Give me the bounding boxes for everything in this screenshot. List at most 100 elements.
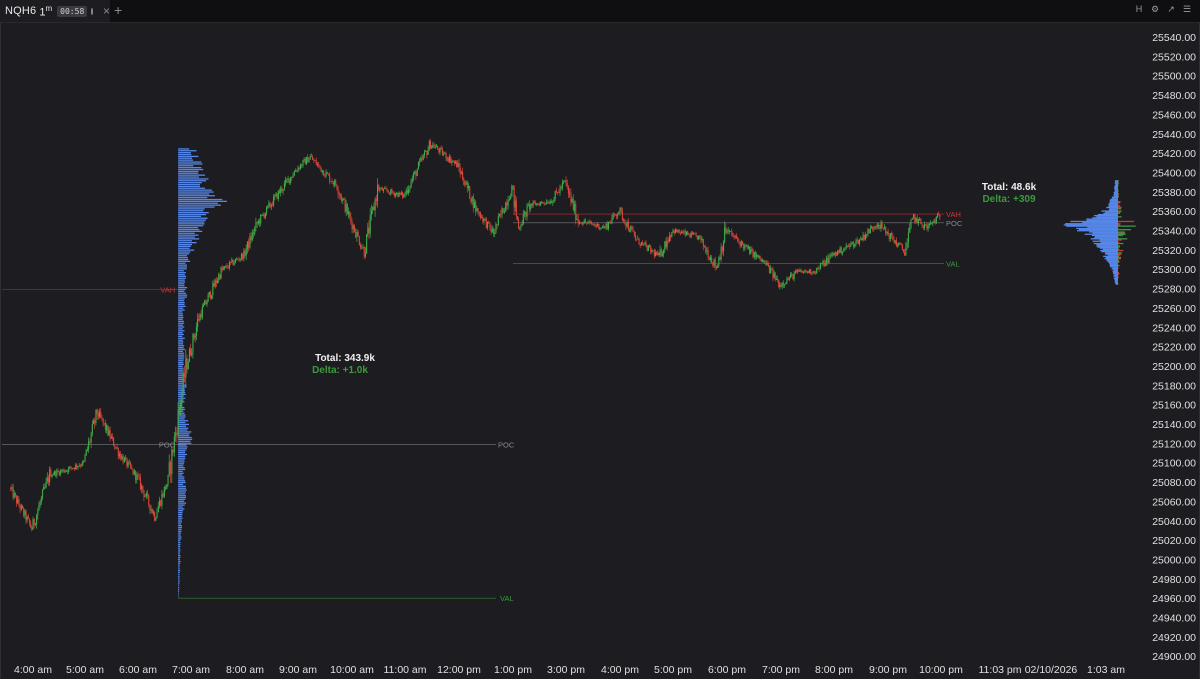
candle-body — [531, 203, 533, 206]
candle-body — [16, 495, 18, 504]
candle-body — [915, 217, 917, 222]
candle-body — [385, 188, 387, 190]
candle-body — [599, 227, 601, 230]
candle-body — [715, 267, 717, 269]
candle-body — [59, 470, 61, 475]
candle-body — [900, 243, 902, 245]
candle-body — [499, 214, 501, 217]
candle-body — [161, 493, 163, 506]
profile-bar — [178, 247, 190, 249]
candle-body — [71, 468, 73, 469]
candle-body — [557, 192, 559, 193]
candle-body — [927, 225, 929, 229]
profile-bar — [1114, 274, 1118, 276]
candle-body — [638, 238, 640, 245]
candle-body — [390, 189, 392, 195]
candle-body — [713, 259, 715, 266]
candle-body — [799, 270, 801, 272]
candle-body — [44, 486, 46, 488]
profile-bar — [1109, 208, 1118, 210]
time-axis[interactable]: 4:00 am 5:00 am 6:00 am 7:00 am 8:00 am 9:00 … — [14, 664, 1125, 676]
candle-body — [558, 192, 560, 194]
candle-body — [329, 174, 331, 182]
candle-body — [906, 242, 908, 248]
candle-body — [831, 255, 833, 257]
popout-icon[interactable]: ↗ — [1167, 4, 1175, 14]
profile-bar — [178, 307, 184, 309]
candle-body — [386, 189, 388, 192]
profile-bar — [1094, 237, 1118, 239]
candle-body — [536, 203, 538, 206]
candle-body — [705, 247, 707, 252]
profile-delta-bar — [1118, 223, 1121, 225]
profile-bar — [178, 161, 202, 163]
profile-delta-bar — [1118, 194, 1119, 196]
candle-body — [272, 204, 274, 206]
profile-bar — [178, 356, 185, 358]
profile-bar — [1114, 195, 1118, 197]
candle-body — [678, 229, 680, 233]
candle-body — [410, 180, 412, 187]
hotkey-h-button[interactable]: H — [1135, 4, 1143, 14]
candle-body — [176, 432, 178, 435]
profile-bar — [1084, 233, 1118, 235]
candle-body — [451, 161, 453, 163]
candle-body — [325, 172, 327, 177]
chart-tab[interactable]: NQH6 1m 00:58 × — [0, 0, 110, 22]
candle-body — [745, 245, 747, 247]
candle-body — [753, 251, 755, 258]
add-tab-icon[interactable]: + — [114, 2, 123, 18]
gear-icon[interactable]: ⚙ — [1150, 4, 1160, 14]
candle-body — [687, 231, 689, 235]
candle-body — [62, 469, 64, 472]
profile-bar — [178, 148, 190, 150]
candle-body — [18, 499, 20, 506]
profile-bar — [178, 521, 182, 523]
candle-body — [594, 224, 596, 226]
profile-bar — [178, 180, 206, 182]
candle-body — [739, 241, 741, 247]
candle-body — [379, 188, 381, 191]
candle-body — [846, 245, 848, 247]
candle-body — [723, 242, 725, 252]
candle-body — [895, 240, 897, 246]
candle-body — [445, 152, 447, 159]
profile-bar — [178, 472, 184, 474]
candle-body — [875, 226, 877, 228]
vah-label: VAH — [946, 210, 961, 219]
candle-body — [416, 169, 418, 177]
menu-icon[interactable]: ☰ — [1182, 4, 1192, 14]
candle-body — [254, 227, 256, 234]
profile-bar — [178, 185, 200, 188]
price-tick-label: 25440.00 — [1152, 129, 1196, 141]
profile-bar — [178, 318, 183, 321]
candle-body — [614, 214, 616, 216]
candle-body — [647, 246, 649, 251]
candle-body — [744, 245, 746, 249]
candle-body — [317, 164, 319, 166]
candle-body — [417, 162, 419, 170]
candle-body — [897, 244, 899, 246]
candle-body — [670, 235, 672, 237]
price-tick-label: 24940.00 — [1152, 613, 1196, 625]
candle-body — [935, 216, 937, 224]
candle-body — [280, 188, 282, 193]
price-axis[interactable]: 25540.00 25520.00 25500.00 25480.00 25460.00… — [1152, 32, 1196, 663]
candle-body — [811, 273, 813, 275]
profile-delta-bar — [1118, 274, 1119, 276]
profile-bar — [1114, 281, 1118, 283]
candle-body — [578, 222, 580, 224]
close-tab-icon[interactable]: × — [102, 4, 110, 18]
candle-body — [106, 425, 108, 430]
candle-body — [554, 191, 556, 199]
profile-bar — [178, 170, 199, 173]
candle-body — [336, 185, 338, 189]
profile-bar — [178, 152, 191, 154]
profile-delta-bar — [1118, 252, 1122, 254]
candle-body — [268, 203, 270, 206]
profile-bar — [178, 433, 190, 435]
candle-body — [658, 252, 660, 256]
profile-bar — [178, 183, 200, 186]
candle-body — [392, 192, 394, 194]
